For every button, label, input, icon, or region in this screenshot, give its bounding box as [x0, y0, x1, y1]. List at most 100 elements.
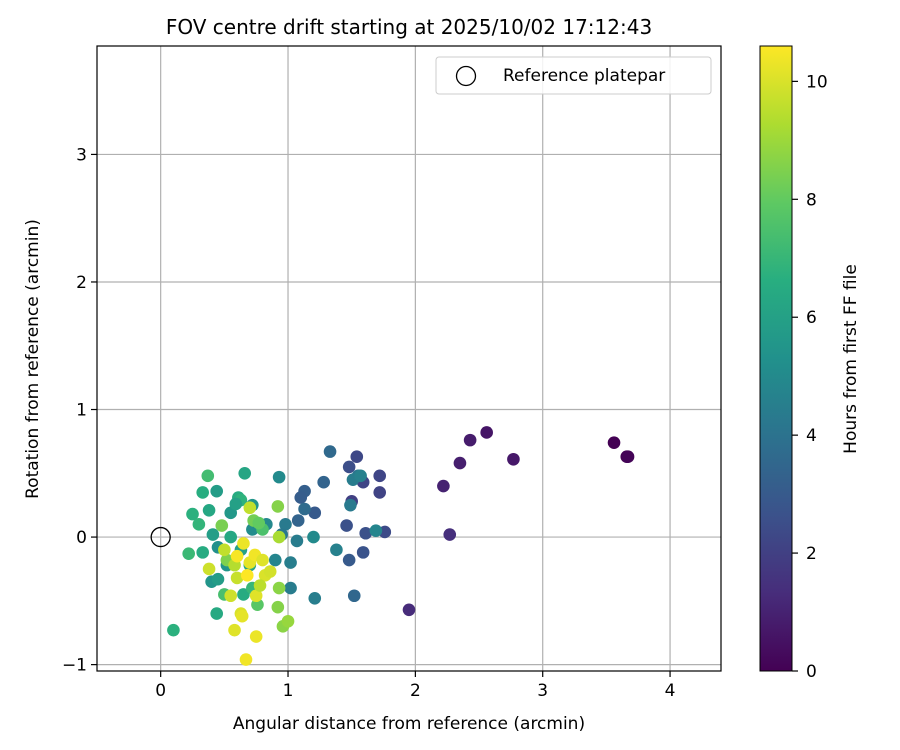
data-point — [272, 470, 286, 484]
data-point — [308, 506, 322, 520]
data-point — [354, 469, 367, 483]
y-tick-label: 3 — [76, 145, 87, 165]
data-point — [201, 469, 215, 483]
data-point — [196, 486, 209, 499]
x-axis-label: Angular distance from reference (arcmin) — [233, 714, 585, 734]
data-point — [279, 518, 292, 531]
data-point — [211, 572, 225, 586]
data-point — [239, 653, 253, 666]
data-point — [621, 450, 635, 464]
data-point — [308, 591, 322, 605]
data-point — [224, 589, 238, 603]
legend: Reference platepar — [435, 56, 712, 95]
x-tick-label: 3 — [537, 681, 548, 701]
y-axis-ticks: −1 0 1 2 3 — [62, 145, 97, 676]
data-point — [507, 452, 520, 466]
data-point — [271, 500, 285, 513]
data-point — [210, 607, 224, 620]
grid-lines — [97, 46, 721, 671]
data-point — [249, 630, 263, 643]
data-point — [342, 460, 356, 474]
data-point — [373, 486, 387, 499]
data-point — [237, 588, 250, 601]
data-point — [272, 581, 286, 595]
colorbar-tick-label: 8 — [806, 190, 817, 210]
data-point — [402, 603, 416, 617]
data-point — [291, 514, 305, 527]
data-point — [323, 445, 337, 458]
data-point — [249, 589, 263, 603]
data-point — [202, 562, 216, 576]
data-point — [237, 537, 250, 550]
data-point — [167, 623, 180, 637]
data-point — [290, 534, 304, 548]
x-tick-label: 2 — [410, 681, 421, 701]
data-point — [607, 436, 621, 449]
data-point — [229, 497, 243, 511]
data-point — [238, 466, 252, 480]
data-point — [271, 600, 285, 614]
reference-platepar-marker — [150, 526, 171, 548]
data-point — [359, 526, 373, 540]
data-point — [215, 519, 229, 532]
data-point — [202, 503, 216, 517]
colorbar-tick-label: 0 — [806, 662, 817, 682]
data-point — [182, 547, 195, 560]
data-point — [256, 553, 269, 567]
data-point — [340, 519, 353, 532]
legend-label: Reference platepar — [503, 66, 665, 86]
data-point — [210, 484, 224, 498]
data-point — [350, 450, 364, 464]
data-point — [281, 614, 295, 628]
data-point — [284, 581, 297, 595]
y-axis-label: Rotation from reference (arcmin) — [23, 219, 43, 499]
legend-box — [435, 56, 712, 95]
colorbar-tick-label: 4 — [806, 426, 817, 446]
data-point — [347, 589, 361, 603]
data-point — [235, 609, 249, 623]
y-tick-label: 0 — [76, 528, 87, 548]
x-tick-label: 1 — [283, 681, 294, 701]
legend-marker — [455, 65, 477, 87]
colorbar-tick-label: 10 — [806, 72, 828, 92]
colorbar-ticks: 0 2 4 6 8 10 — [792, 72, 828, 682]
colorbar-label: Hours from first FF file — [841, 264, 861, 454]
data-point — [224, 530, 238, 544]
data-point — [196, 546, 209, 559]
data-point — [443, 528, 457, 541]
data-point — [480, 426, 493, 439]
chart-title: FOV centre drift starting at 2025/10/02 … — [166, 15, 652, 39]
x-tick-label: 0 — [155, 681, 166, 701]
data-point — [268, 553, 282, 567]
data-point — [317, 475, 330, 489]
y-tick-label: −1 — [62, 656, 87, 676]
data-point — [437, 479, 450, 493]
data-point — [263, 565, 277, 578]
data-point — [192, 518, 206, 531]
data-point — [252, 516, 266, 530]
colorbar-tick-label: 2 — [806, 544, 817, 564]
data-point — [294, 491, 308, 504]
data-point — [453, 456, 467, 470]
data-point — [356, 546, 370, 559]
data-point — [243, 501, 257, 515]
y-tick-label: 1 — [76, 401, 87, 421]
data-point — [307, 530, 320, 544]
data-point — [230, 549, 244, 563]
data-point — [284, 556, 297, 569]
reference-marker-layer — [150, 526, 171, 548]
data-point — [253, 579, 267, 592]
data-point — [240, 569, 254, 582]
data-point — [186, 507, 199, 521]
data-point — [230, 571, 244, 585]
y-tick-label: 2 — [76, 273, 87, 293]
colorbar-tick-label: 6 — [806, 308, 817, 328]
x-tick-label: 4 — [665, 681, 676, 701]
data-point — [272, 530, 286, 544]
x-axis-ticks: 0 1 2 3 4 — [155, 671, 675, 701]
data-point — [373, 469, 387, 483]
plot-frame — [96, 45, 722, 672]
colorbar-gradient — [759, 45, 793, 672]
data-point — [344, 498, 357, 512]
